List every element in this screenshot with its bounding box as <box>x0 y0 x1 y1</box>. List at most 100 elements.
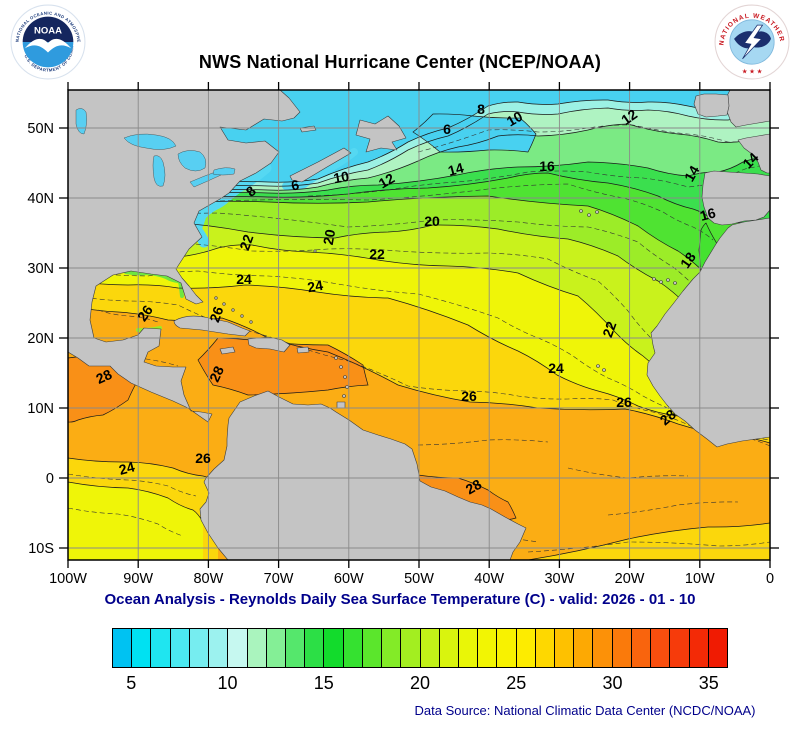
isotherm-line <box>68 99 770 186</box>
isotherm-label-6: 6 <box>290 176 301 193</box>
lat-tick-label: 10S <box>28 541 54 557</box>
noaa-logo-icon: NATIONAL OCEANIC AND ATMOSPHERIC ADMINIS… <box>8 0 86 80</box>
isotherm-line <box>68 304 770 444</box>
warm-pocket-0 <box>198 337 368 395</box>
page-title: NWS National Hurricane Center (NCEP/NOAA… <box>198 52 602 72</box>
colorbar-cell-34 <box>689 629 709 667</box>
lon-tick-label: 30W <box>544 571 574 587</box>
land-trinidad <box>336 401 346 409</box>
isotherm-label-26: 26 <box>461 388 477 404</box>
isotherm-label-28: 28 <box>206 363 227 384</box>
isotherm-label-6: 6 <box>443 121 451 137</box>
isotherm-label-28: 28 <box>93 366 114 387</box>
isotherm-dashed <box>307 161 770 197</box>
sst-map: 8 6 10 12 14 16 6 8 10 12 14 14 16 18 20 20 22 22 24 24 26 26… <box>20 78 780 590</box>
isotherm-line <box>68 481 204 523</box>
colorbar-cell-31 <box>631 629 652 667</box>
colorbar-cell-6 <box>151 629 171 667</box>
isotherm-label-26: 26 <box>616 394 632 410</box>
isotherm-label-24: 24 <box>306 277 324 295</box>
isotherm-dashed <box>417 439 549 446</box>
colorbar-cell-32 <box>651 629 671 667</box>
south-pacific-yellow <box>68 482 203 560</box>
colorbar-cell-21 <box>439 629 459 667</box>
colorbar-tick-35: 35 <box>698 673 719 693</box>
isotherm-dashed <box>68 210 717 319</box>
lon-tick-label: 70W <box>264 571 294 587</box>
land-cuba <box>173 315 251 337</box>
isotherm-dashed <box>68 473 197 497</box>
colorbar-cell-26 <box>535 629 556 667</box>
noaa-seagull-icon <box>24 38 72 53</box>
colorbar-cell-15 <box>324 629 344 667</box>
nws-lightning-icon <box>742 24 764 60</box>
colorbar-cell-27 <box>555 629 575 667</box>
isotherm-label-22: 22 <box>369 246 385 262</box>
colorbar-cell-10 <box>228 629 248 667</box>
isotherm-dashed <box>97 309 159 323</box>
land-africa <box>646 217 770 448</box>
lat-tick-label: 40N <box>27 191 54 207</box>
lake-michigan <box>152 155 166 187</box>
colorbar-cell-25 <box>516 629 536 667</box>
colorbar-cell-35 <box>708 629 727 667</box>
data-source-note: Data Source: National Climatic Data Cent… <box>414 703 756 718</box>
land-small-islands <box>214 209 677 398</box>
land-ireland <box>693 93 730 118</box>
lon-tick-label: 60W <box>334 571 364 587</box>
colorbar-cell-19 <box>401 629 421 667</box>
land-north-america <box>68 90 301 423</box>
isotherm-label-12: 12 <box>376 170 398 192</box>
lon-tick-label: 40W <box>474 571 504 587</box>
colorbar-cell-4 <box>113 629 133 667</box>
colorbar-cell-9 <box>209 629 229 667</box>
lon-tick-label: 50W <box>404 571 434 587</box>
colorbar-tick-10: 10 <box>217 673 238 693</box>
isotherm-line <box>527 522 770 560</box>
land-anticosti <box>299 125 317 133</box>
south-atlantic-gold <box>528 523 770 560</box>
lake-huron <box>177 150 207 172</box>
colorbar-cell-5 <box>132 629 152 667</box>
colorbar-cell-13 <box>285 629 306 667</box>
colorbar-cell-16 <box>343 629 363 667</box>
map-caption: Ocean Analysis - Reynolds Daily Sea Surf… <box>104 591 696 608</box>
land-masses <box>68 90 770 560</box>
isotherm-dashed <box>417 124 770 153</box>
lon-tick-label: 20W <box>615 571 645 587</box>
isotherm-label-24: 24 <box>117 458 136 478</box>
lon-tick-label: 0 <box>766 571 774 587</box>
lon-tick-label: 80W <box>193 571 223 587</box>
noaa-emblem-sea <box>22 42 74 68</box>
land-puerto-rico <box>296 346 310 354</box>
isotherm-label-16: 16 <box>539 158 555 174</box>
colorbar-cell-12 <box>266 629 286 667</box>
noaa-wordmark: NOAA <box>34 26 62 37</box>
isotherm-label-22: 22 <box>599 319 619 339</box>
isotherm-loop <box>412 113 537 153</box>
isotherm-dashed <box>607 501 739 516</box>
land-newfoundland <box>355 115 407 153</box>
isotherm-label-26: 26 <box>206 304 226 324</box>
colorbar-cell-23 <box>478 629 498 667</box>
noaa-emblem-sky <box>22 16 74 42</box>
lat-tick-label: 10N <box>27 401 54 417</box>
isotherm-label-26: 26 <box>195 450 211 466</box>
lat-tick-label: 50N <box>27 121 54 137</box>
isotherm-label-20: 20 <box>320 228 338 246</box>
isotherm-label-10: 10 <box>332 168 350 186</box>
sst-colorbar <box>112 628 728 668</box>
isotherm-label-16: 16 <box>698 204 717 224</box>
isotherm-label-24: 24 <box>548 360 564 376</box>
colorbar-cell-20 <box>420 629 440 667</box>
isotherm-label-20: 20 <box>424 213 440 229</box>
noaa-logo: NATIONAL OCEANIC AND ATMOSPHERIC ADMINIS… <box>8 0 86 80</box>
colorbar-cell-14 <box>305 629 325 667</box>
isotherm-label-22: 22 <box>236 232 256 252</box>
lake-superior <box>123 133 177 150</box>
colorbar-cell-11 <box>247 629 267 667</box>
colorbar-cell-17 <box>362 629 383 667</box>
land-jamaica <box>219 346 236 355</box>
colorbar-cell-7 <box>170 629 190 667</box>
